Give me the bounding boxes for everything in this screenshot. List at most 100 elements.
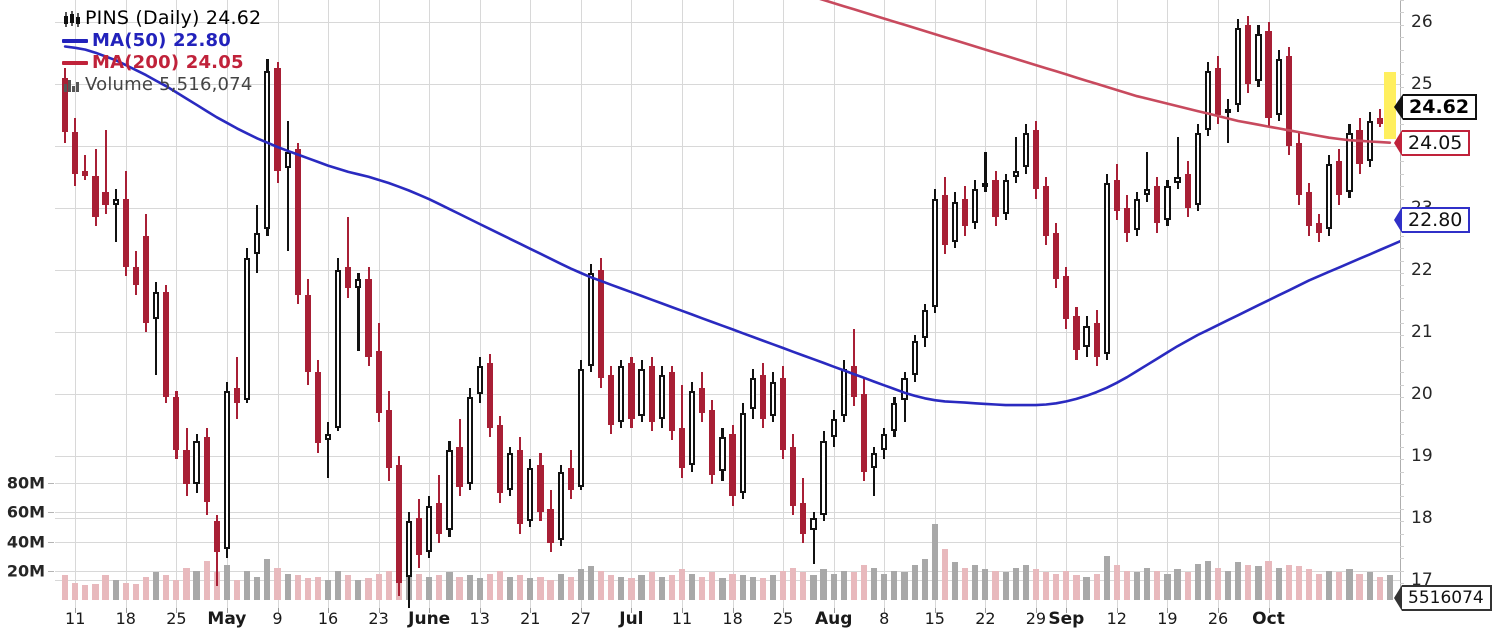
price-tick [1400, 186, 1404, 188]
gridline-vertical [580, 0, 582, 608]
volume-bar [102, 575, 109, 600]
volume-bar [931, 524, 938, 600]
gridline-volume [55, 570, 1400, 572]
gridline-volume [55, 483, 1400, 485]
gridline-horizontal [55, 580, 1400, 582]
price-flag-value: 24.62 [1403, 94, 1478, 121]
gridline-vertical [884, 0, 886, 608]
volume-bar [456, 576, 463, 600]
legend-row-volume: Volume 5,516,074 [62, 74, 261, 96]
candle-up [891, 403, 898, 432]
candle-up [1235, 27, 1242, 106]
volume-bar [1063, 570, 1070, 600]
volume-bar [800, 572, 807, 600]
candle-up [871, 452, 878, 469]
price-tick-label: 18 [1411, 508, 1433, 528]
price-tick [1400, 235, 1404, 237]
volume-bar [1285, 565, 1292, 600]
chart-legend: PINS (Daily) 24.62 MA(50) 22.80 MA(200) … [62, 8, 261, 96]
legend-symbol-label: PINS (Daily) 24.62 [85, 7, 262, 30]
price-tick-label: 22 [1411, 259, 1433, 280]
volume-bar [1366, 572, 1373, 600]
volume-bar [638, 575, 645, 600]
candle-up [193, 440, 200, 484]
price-tick-label: 19 [1411, 446, 1433, 466]
volume-bar [1275, 567, 1282, 600]
candle-up [466, 397, 473, 484]
candle-down [132, 266, 140, 286]
candle-down [941, 195, 949, 245]
price-tick [1400, 496, 1404, 498]
volume-bar [850, 572, 858, 600]
price-tick [1400, 273, 1404, 274]
candle-up [223, 390, 231, 550]
candle-down [1316, 223, 1323, 233]
date-tick-label: 15 [924, 609, 945, 628]
candle-down [375, 350, 382, 413]
candle-down [1245, 24, 1252, 84]
volume-bar [709, 572, 716, 600]
price-tick [1400, 62, 1404, 63]
volume-bar [1164, 573, 1171, 600]
price-tick [1400, 310, 1404, 312]
volume-bar [901, 572, 908, 600]
candle-up [901, 378, 908, 401]
legend-row-ma200: MA(200) 24.05 [62, 52, 261, 74]
date-tick [125, 608, 127, 613]
candle-down [1305, 192, 1313, 227]
ma50-flag: 22.80 [1394, 207, 1471, 234]
volume-bar [132, 583, 140, 600]
ma200-flag-arrow [1394, 129, 1402, 156]
volume-bar [537, 576, 544, 600]
date-tick [530, 608, 532, 613]
volume-bar [1245, 565, 1252, 600]
volume-bar [223, 565, 231, 600]
volume-bar [1093, 573, 1100, 600]
volume-bar [1012, 567, 1019, 600]
ma50-color-swatch [62, 39, 88, 43]
date-tick [783, 608, 785, 613]
candle-up [527, 468, 534, 522]
date-tick [682, 608, 683, 613]
volume-bar [780, 570, 787, 600]
candle-down [800, 502, 807, 534]
price-tick [1400, 260, 1404, 262]
volume-bar [466, 575, 473, 600]
ma50-flag-arrow [1394, 207, 1402, 234]
price-flag: 24.62 [1394, 94, 1478, 121]
candle-down [1356, 130, 1363, 165]
candle-down [365, 279, 372, 357]
date-tick [479, 608, 481, 613]
volume-tick [48, 512, 54, 514]
volume-bar [648, 572, 655, 600]
price-tick-label: 21 [1411, 321, 1433, 342]
gridline-horizontal [55, 456, 1400, 457]
candle-up [689, 390, 696, 466]
price-tick [1400, 570, 1404, 572]
ma200-color-swatch [62, 61, 88, 65]
date-tick-label: 21 [520, 609, 541, 628]
volume-bar [830, 573, 837, 600]
volume-tick-label: 40M [6, 532, 45, 552]
candle-down [547, 508, 554, 543]
volume-bar [527, 578, 534, 600]
date-tick [1167, 608, 1169, 613]
gridline-volume [55, 512, 1400, 514]
volume-bar [759, 578, 767, 600]
candle-up [1133, 198, 1141, 230]
candle-up [324, 434, 332, 441]
candle-down [1154, 186, 1161, 224]
candle-wick [812, 511, 815, 565]
candle-up [972, 189, 979, 224]
candle-up [254, 232, 261, 255]
candle-up [830, 418, 837, 438]
candle-down [1032, 130, 1040, 190]
volume-bar [233, 579, 241, 600]
date-tick-label: Oct [1252, 609, 1285, 629]
candle-down [486, 362, 493, 428]
price-tick [1400, 37, 1404, 39]
volume-bar [183, 567, 190, 600]
volume-bar [173, 579, 180, 600]
volume-bar [618, 576, 625, 600]
price-tick [1400, 322, 1404, 324]
